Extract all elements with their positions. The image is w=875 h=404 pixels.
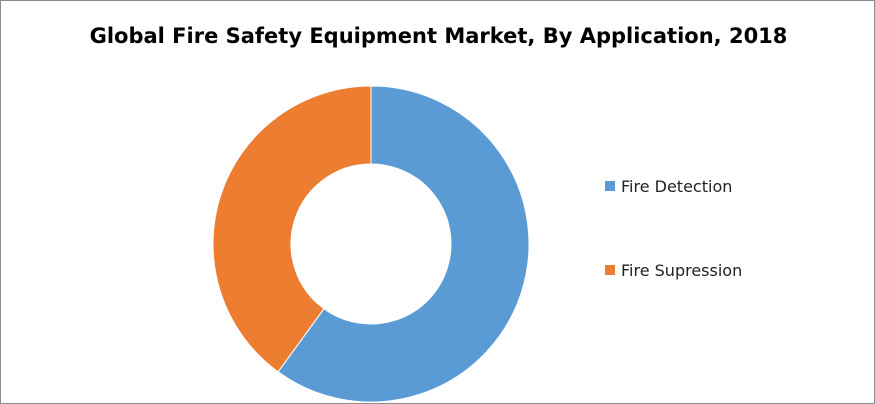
legend-swatch-fire-detection [605, 181, 615, 191]
legend-item-fire-supression: Fire Supression [605, 259, 742, 281]
donut-slice-fire-supression [212, 85, 372, 373]
donut-slice-fire-detection [277, 85, 530, 403]
legend-label-fire-supression: Fire Supression [621, 260, 743, 280]
chart-title: Global Fire Safety Equipment Market, By … [89, 24, 788, 48]
legend-label-fire-detection: Fire Detection [621, 176, 733, 196]
legend-item-fire-detection: Fire Detection [605, 175, 732, 197]
legend-swatch-fire-supression [605, 265, 615, 275]
